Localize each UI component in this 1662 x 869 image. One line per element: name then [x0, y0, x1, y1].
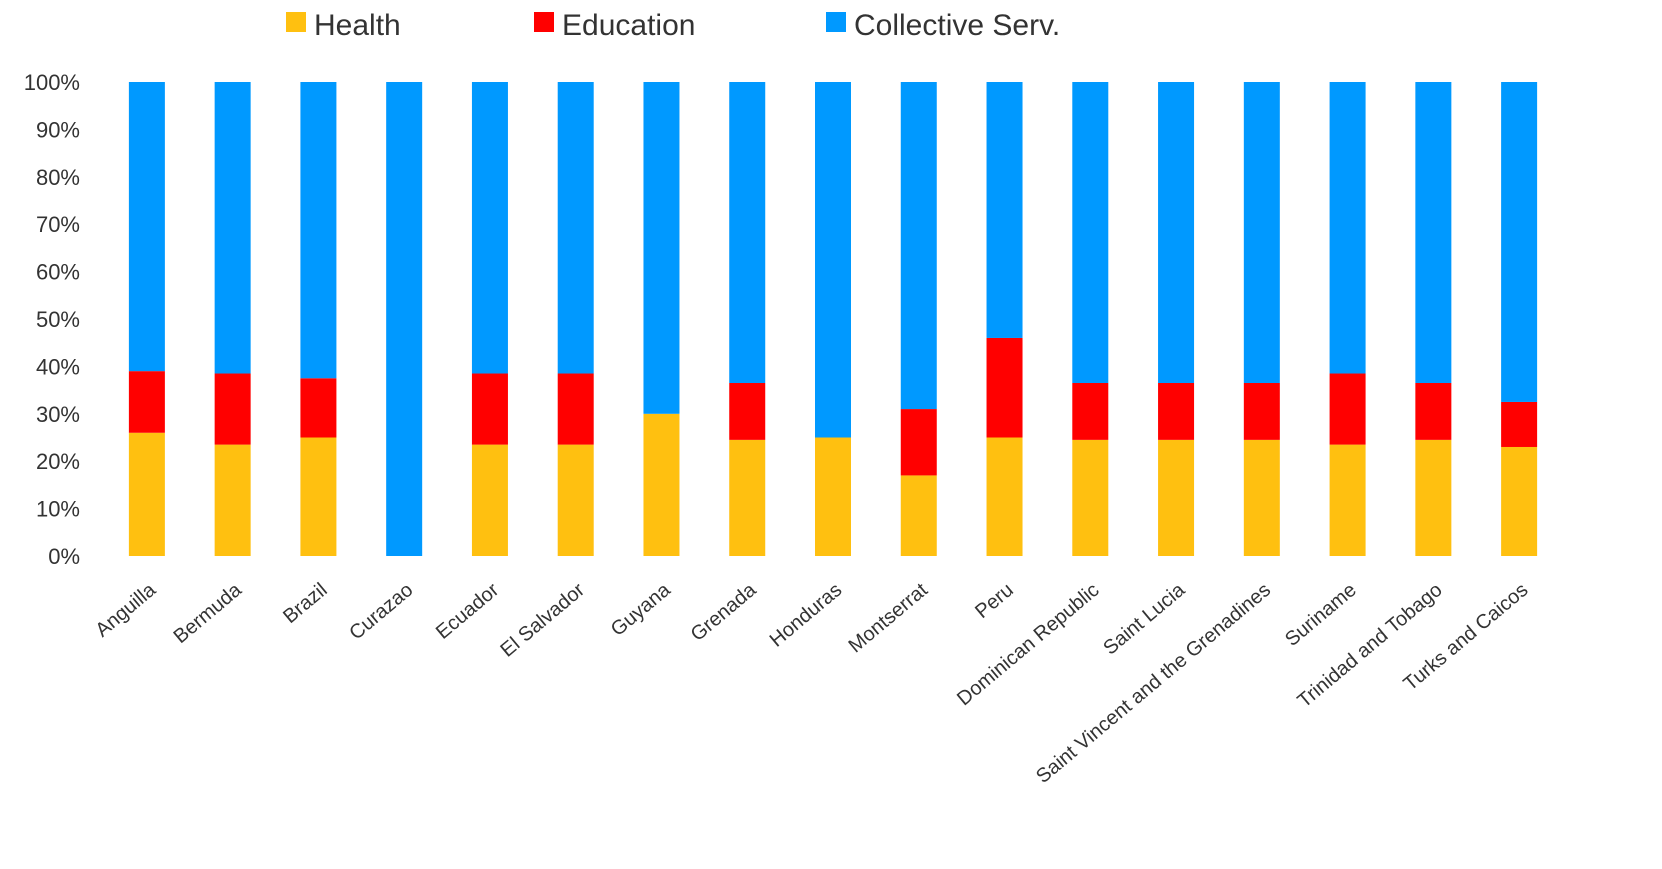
bar-education — [300, 378, 337, 438]
bar-health — [214, 444, 251, 556]
bar-education — [986, 337, 1023, 438]
bar-collective-serv — [386, 82, 423, 556]
bar-collective-serv — [1243, 82, 1280, 383]
bar-collective-serv — [214, 82, 251, 374]
x-category-label: Trinidad and Tobago — [1294, 579, 1447, 712]
bar-collective-serv — [1158, 82, 1195, 383]
bar-health — [300, 437, 337, 556]
bar-collective-serv — [815, 82, 851, 438]
bar-education — [1243, 382, 1280, 440]
x-category-label: Dominican Republic — [953, 579, 1103, 710]
x-category-label: Grenada — [687, 578, 761, 645]
legend-swatch — [826, 12, 846, 32]
bar-health — [1243, 439, 1280, 556]
x-category-label: Brazil — [279, 579, 331, 628]
x-category-label: Curazao — [345, 579, 417, 644]
y-tick-label: 100% — [24, 70, 80, 95]
bar-education — [1415, 382, 1452, 440]
bar-education — [214, 373, 251, 445]
bar-education — [1501, 401, 1538, 447]
y-tick-label: 10% — [36, 497, 80, 522]
y-tick-label: 90% — [36, 117, 80, 142]
bar-collective-serv — [128, 82, 165, 372]
bar-collective-serv — [986, 82, 1023, 338]
x-category-label: Honduras — [766, 579, 847, 652]
bar-health — [128, 432, 165, 556]
y-tick-label: 40% — [36, 354, 80, 379]
bar-health — [1501, 446, 1538, 556]
bar-collective-serv — [900, 82, 937, 410]
legend-swatch — [534, 12, 554, 32]
x-category-label: Ecuador — [432, 579, 503, 644]
bar-health — [1072, 439, 1109, 556]
bar-education — [1158, 382, 1195, 440]
bar-collective-serv — [1415, 82, 1452, 383]
x-category-label: Bermuda — [170, 578, 247, 648]
x-category-label: El Salvador — [496, 579, 589, 662]
y-tick-label: 20% — [36, 449, 80, 474]
bar-health — [1329, 444, 1366, 556]
bar-collective-serv — [471, 82, 508, 374]
x-category-label: Suriname — [1281, 579, 1361, 651]
bar-collective-serv — [300, 82, 337, 379]
bar-collective-serv — [1501, 82, 1538, 402]
legend: Health Education Collective Serv. — [286, 9, 1060, 42]
bar-health — [900, 475, 937, 556]
bar-collective-serv — [643, 82, 680, 414]
legend-label: Education — [562, 9, 695, 42]
bar-health — [729, 439, 766, 556]
bar-health — [1158, 439, 1195, 556]
bar-health — [986, 437, 1023, 556]
bar-collective-serv — [729, 82, 766, 383]
bar-education — [900, 409, 937, 476]
bar-education — [1329, 373, 1366, 445]
y-tick-label: 0% — [48, 544, 80, 569]
bar-health — [815, 437, 851, 556]
bar-education — [471, 373, 508, 445]
x-category-label: Peru — [971, 579, 1018, 623]
y-axis: 0% 10% 20% 30% 40% 50% 60% 70% 80% 90% 100% — [24, 70, 80, 569]
y-tick-label: 30% — [36, 402, 80, 427]
y-tick-label: 60% — [36, 260, 80, 285]
y-tick-label: 70% — [36, 212, 80, 237]
legend-label: Health — [314, 9, 401, 42]
bar-health — [471, 444, 508, 556]
bar-education — [128, 371, 165, 433]
x-category-label: Saint Lucia — [1099, 578, 1190, 659]
bar-health — [1415, 439, 1452, 556]
bar-collective-serv — [1072, 82, 1109, 383]
bar-health — [557, 444, 594, 556]
x-category-label: Guyana — [607, 578, 675, 640]
y-tick-label: 80% — [36, 165, 80, 190]
x-category-label: Anguilla — [91, 578, 160, 641]
bar-collective-serv — [557, 82, 594, 374]
bar-collective-serv — [1329, 82, 1366, 374]
bars — [128, 82, 1538, 556]
x-category-label: Montserrat — [845, 579, 933, 658]
legend-label: Collective Serv. — [854, 9, 1060, 42]
legend-swatch — [286, 12, 306, 32]
bar-education — [557, 373, 594, 445]
y-tick-label: 50% — [36, 307, 80, 332]
bar-health — [643, 413, 680, 556]
bar-education — [1072, 382, 1109, 440]
bar-education — [729, 382, 766, 440]
